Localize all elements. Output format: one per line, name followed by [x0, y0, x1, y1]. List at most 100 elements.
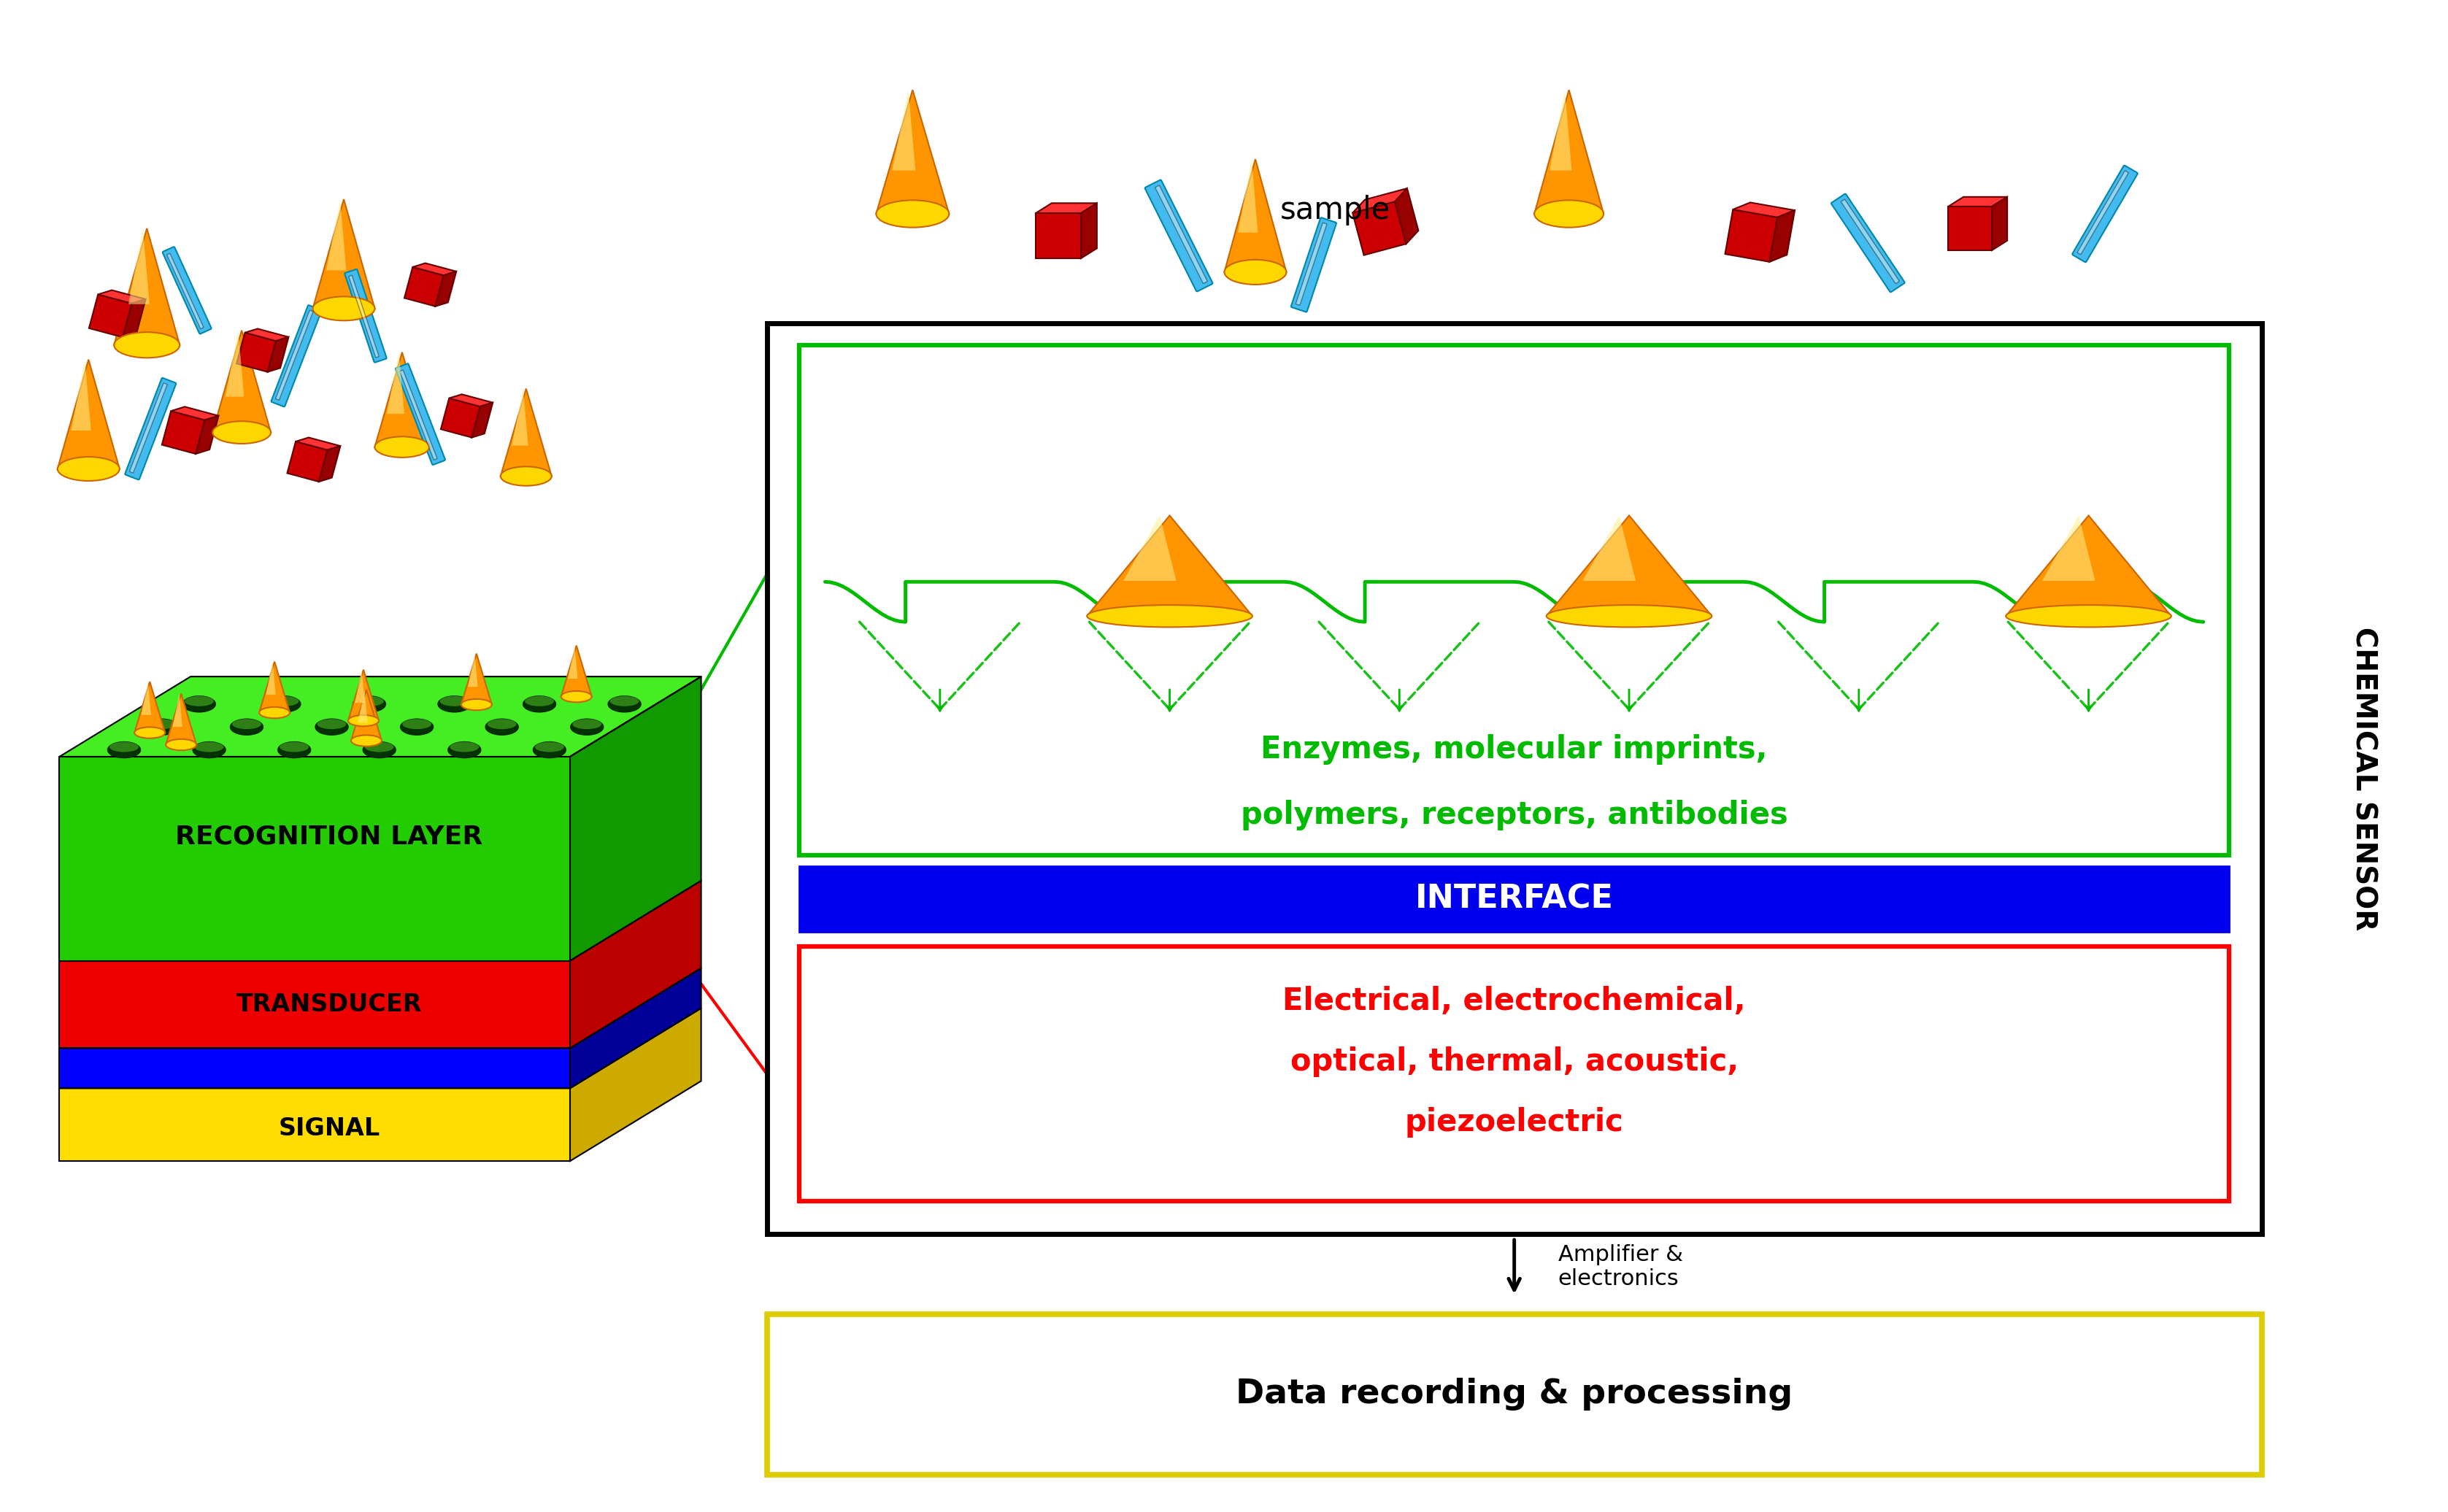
Polygon shape [59, 1048, 570, 1089]
Ellipse shape [401, 718, 431, 729]
Ellipse shape [485, 718, 519, 735]
Polygon shape [213, 331, 272, 432]
Polygon shape [326, 200, 345, 271]
Text: optical, thermal, acoustic,: optical, thermal, acoustic, [1290, 1046, 1738, 1077]
Ellipse shape [56, 457, 120, 481]
Polygon shape [267, 337, 289, 372]
Ellipse shape [277, 742, 311, 758]
Text: INTERFACE: INTERFACE [1415, 883, 1613, 915]
Polygon shape [1239, 159, 1258, 233]
Polygon shape [59, 880, 700, 960]
Polygon shape [1949, 207, 1990, 251]
Polygon shape [570, 676, 700, 960]
Polygon shape [171, 407, 218, 420]
Ellipse shape [318, 718, 345, 729]
FancyBboxPatch shape [1841, 200, 1900, 284]
Polygon shape [387, 352, 404, 414]
Polygon shape [561, 646, 592, 697]
Ellipse shape [193, 742, 223, 751]
Polygon shape [570, 968, 700, 1089]
Polygon shape [1550, 89, 1572, 171]
FancyBboxPatch shape [1155, 186, 1207, 283]
FancyBboxPatch shape [399, 370, 438, 460]
Ellipse shape [115, 333, 179, 358]
Polygon shape [166, 694, 196, 745]
Polygon shape [1949, 197, 2007, 207]
Polygon shape [135, 682, 164, 733]
Polygon shape [468, 653, 477, 686]
Ellipse shape [610, 696, 639, 706]
Text: TRANSDUCER: TRANSDUCER [237, 992, 421, 1016]
Polygon shape [512, 389, 529, 446]
Polygon shape [225, 331, 245, 396]
Ellipse shape [279, 742, 308, 751]
Ellipse shape [184, 696, 215, 712]
Ellipse shape [166, 739, 196, 750]
Polygon shape [472, 402, 492, 437]
Polygon shape [296, 437, 340, 451]
FancyBboxPatch shape [125, 378, 176, 479]
Ellipse shape [524, 696, 556, 712]
Text: Data recording & processing: Data recording & processing [1236, 1377, 1792, 1411]
FancyBboxPatch shape [800, 947, 2228, 1201]
Ellipse shape [499, 467, 551, 485]
FancyBboxPatch shape [1295, 222, 1327, 305]
FancyBboxPatch shape [166, 254, 203, 328]
Ellipse shape [450, 742, 480, 751]
Polygon shape [448, 395, 492, 407]
FancyBboxPatch shape [272, 305, 321, 407]
Polygon shape [1990, 197, 2007, 251]
Ellipse shape [448, 742, 480, 758]
Text: piezoelectric: piezoelectric [1405, 1107, 1623, 1137]
Ellipse shape [362, 742, 397, 758]
Text: sample: sample [1280, 195, 1390, 225]
Ellipse shape [1535, 200, 1603, 227]
Ellipse shape [259, 708, 289, 718]
Text: Electrical, electrochemical,: Electrical, electrochemical, [1283, 986, 1745, 1016]
Ellipse shape [135, 727, 164, 738]
Polygon shape [1080, 203, 1097, 259]
Polygon shape [1723, 210, 1777, 262]
Polygon shape [115, 228, 179, 345]
Ellipse shape [487, 718, 517, 729]
FancyBboxPatch shape [397, 363, 446, 464]
Polygon shape [1224, 159, 1285, 272]
Polygon shape [1547, 516, 1711, 615]
Polygon shape [286, 442, 328, 482]
Polygon shape [245, 328, 289, 340]
Ellipse shape [313, 296, 375, 321]
Ellipse shape [1087, 605, 1251, 627]
Ellipse shape [193, 742, 225, 758]
Text: SIGNAL: SIGNAL [279, 1116, 379, 1140]
Polygon shape [570, 880, 700, 1048]
Polygon shape [348, 670, 379, 721]
Polygon shape [350, 689, 382, 741]
Polygon shape [1036, 203, 1097, 213]
Ellipse shape [184, 696, 213, 706]
Ellipse shape [534, 742, 565, 758]
Polygon shape [237, 333, 277, 372]
Text: CHEMICAL SENSOR: CHEMICAL SENSOR [2350, 626, 2377, 930]
Ellipse shape [267, 696, 301, 712]
Ellipse shape [570, 718, 602, 735]
Polygon shape [876, 89, 950, 213]
Ellipse shape [1224, 260, 1285, 284]
Ellipse shape [348, 715, 379, 726]
Ellipse shape [144, 718, 179, 735]
Polygon shape [1581, 516, 1635, 581]
Ellipse shape [213, 422, 272, 443]
Ellipse shape [269, 696, 299, 706]
Polygon shape [127, 228, 149, 304]
Ellipse shape [460, 699, 492, 711]
Polygon shape [56, 360, 120, 469]
FancyBboxPatch shape [130, 383, 166, 473]
Ellipse shape [438, 696, 470, 712]
Polygon shape [1087, 516, 1251, 615]
Ellipse shape [355, 696, 384, 706]
Polygon shape [88, 295, 132, 337]
Ellipse shape [2005, 605, 2171, 627]
Polygon shape [1770, 210, 1794, 262]
Ellipse shape [876, 200, 950, 227]
FancyBboxPatch shape [1146, 180, 1212, 292]
FancyBboxPatch shape [1290, 218, 1337, 311]
